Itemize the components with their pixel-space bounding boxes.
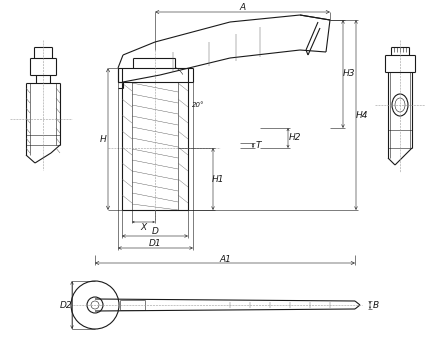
Text: D: D bbox=[152, 228, 158, 237]
Text: A: A bbox=[239, 4, 245, 12]
Text: T: T bbox=[255, 141, 261, 150]
Text: H1: H1 bbox=[212, 174, 224, 183]
Text: X: X bbox=[140, 223, 146, 233]
Text: 20°: 20° bbox=[192, 102, 204, 108]
Text: H2: H2 bbox=[289, 134, 301, 142]
Text: H4: H4 bbox=[356, 111, 368, 119]
Text: B: B bbox=[373, 301, 379, 309]
Text: H3: H3 bbox=[343, 70, 355, 79]
Text: A1: A1 bbox=[219, 254, 231, 264]
Text: H: H bbox=[99, 135, 106, 143]
Text: D1: D1 bbox=[149, 240, 162, 249]
Text: D2: D2 bbox=[60, 301, 72, 309]
